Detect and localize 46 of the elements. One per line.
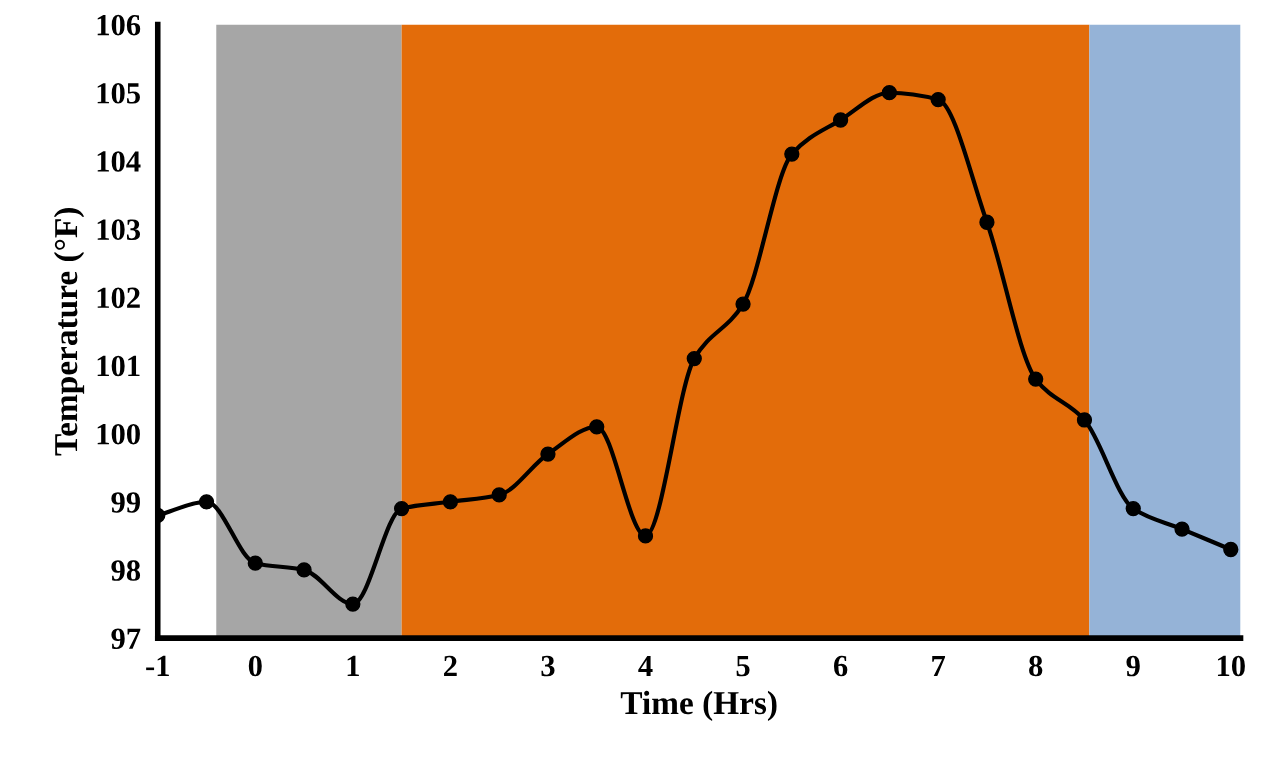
point: [1028, 371, 1044, 387]
point: [637, 528, 654, 544]
y-tick-label: 103: [97, 219, 141, 240]
x-tick-label: 4: [638, 655, 653, 677]
point: [784, 146, 800, 162]
x-tick-label: 6: [834, 655, 848, 677]
x-tick-label: 0: [248, 655, 262, 677]
point: [296, 562, 312, 578]
x-tick-label: 8: [1029, 655, 1043, 677]
point: [540, 446, 556, 462]
point: [491, 487, 507, 503]
x-tick-label: 7: [932, 656, 946, 677]
y-axis-title: Temperature (°F): [53, 208, 85, 456]
x-axis-title: Time (Hrs): [620, 690, 777, 722]
point: [1125, 500, 1141, 517]
y-tick-label: 100: [97, 423, 140, 445]
point: [881, 85, 898, 101]
y-tick-label: 97: [111, 628, 141, 650]
x-tick-label: 9: [1126, 655, 1140, 677]
y-tick-label: 98: [111, 560, 141, 581]
point: [247, 555, 263, 571]
point: [442, 494, 459, 510]
point: [735, 296, 751, 312]
x-tick-label: 10: [1217, 655, 1245, 677]
point: [979, 214, 995, 230]
point: [1223, 541, 1239, 558]
point: [686, 350, 702, 367]
x-tick-label: 3: [541, 655, 555, 677]
point: [345, 596, 361, 612]
point: [930, 91, 946, 108]
point: [832, 112, 849, 128]
point: [1076, 412, 1093, 428]
x-tick-label: 2: [444, 655, 457, 677]
x-tick-label: 1: [347, 655, 359, 677]
y-tick-label: 104: [97, 151, 141, 172]
point: [393, 500, 410, 517]
x-tick-label: 5: [736, 656, 750, 677]
y-tick-label: 105: [97, 83, 140, 104]
point: [198, 494, 215, 510]
y-tick-label: 101: [97, 355, 140, 377]
point: [1174, 521, 1190, 537]
y-tick-label: 106: [97, 14, 141, 36]
y-tick-label: 102: [97, 287, 140, 309]
x-tick-label: -1: [146, 655, 169, 677]
y-tick-label: 99: [111, 492, 140, 513]
point: [589, 419, 605, 435]
